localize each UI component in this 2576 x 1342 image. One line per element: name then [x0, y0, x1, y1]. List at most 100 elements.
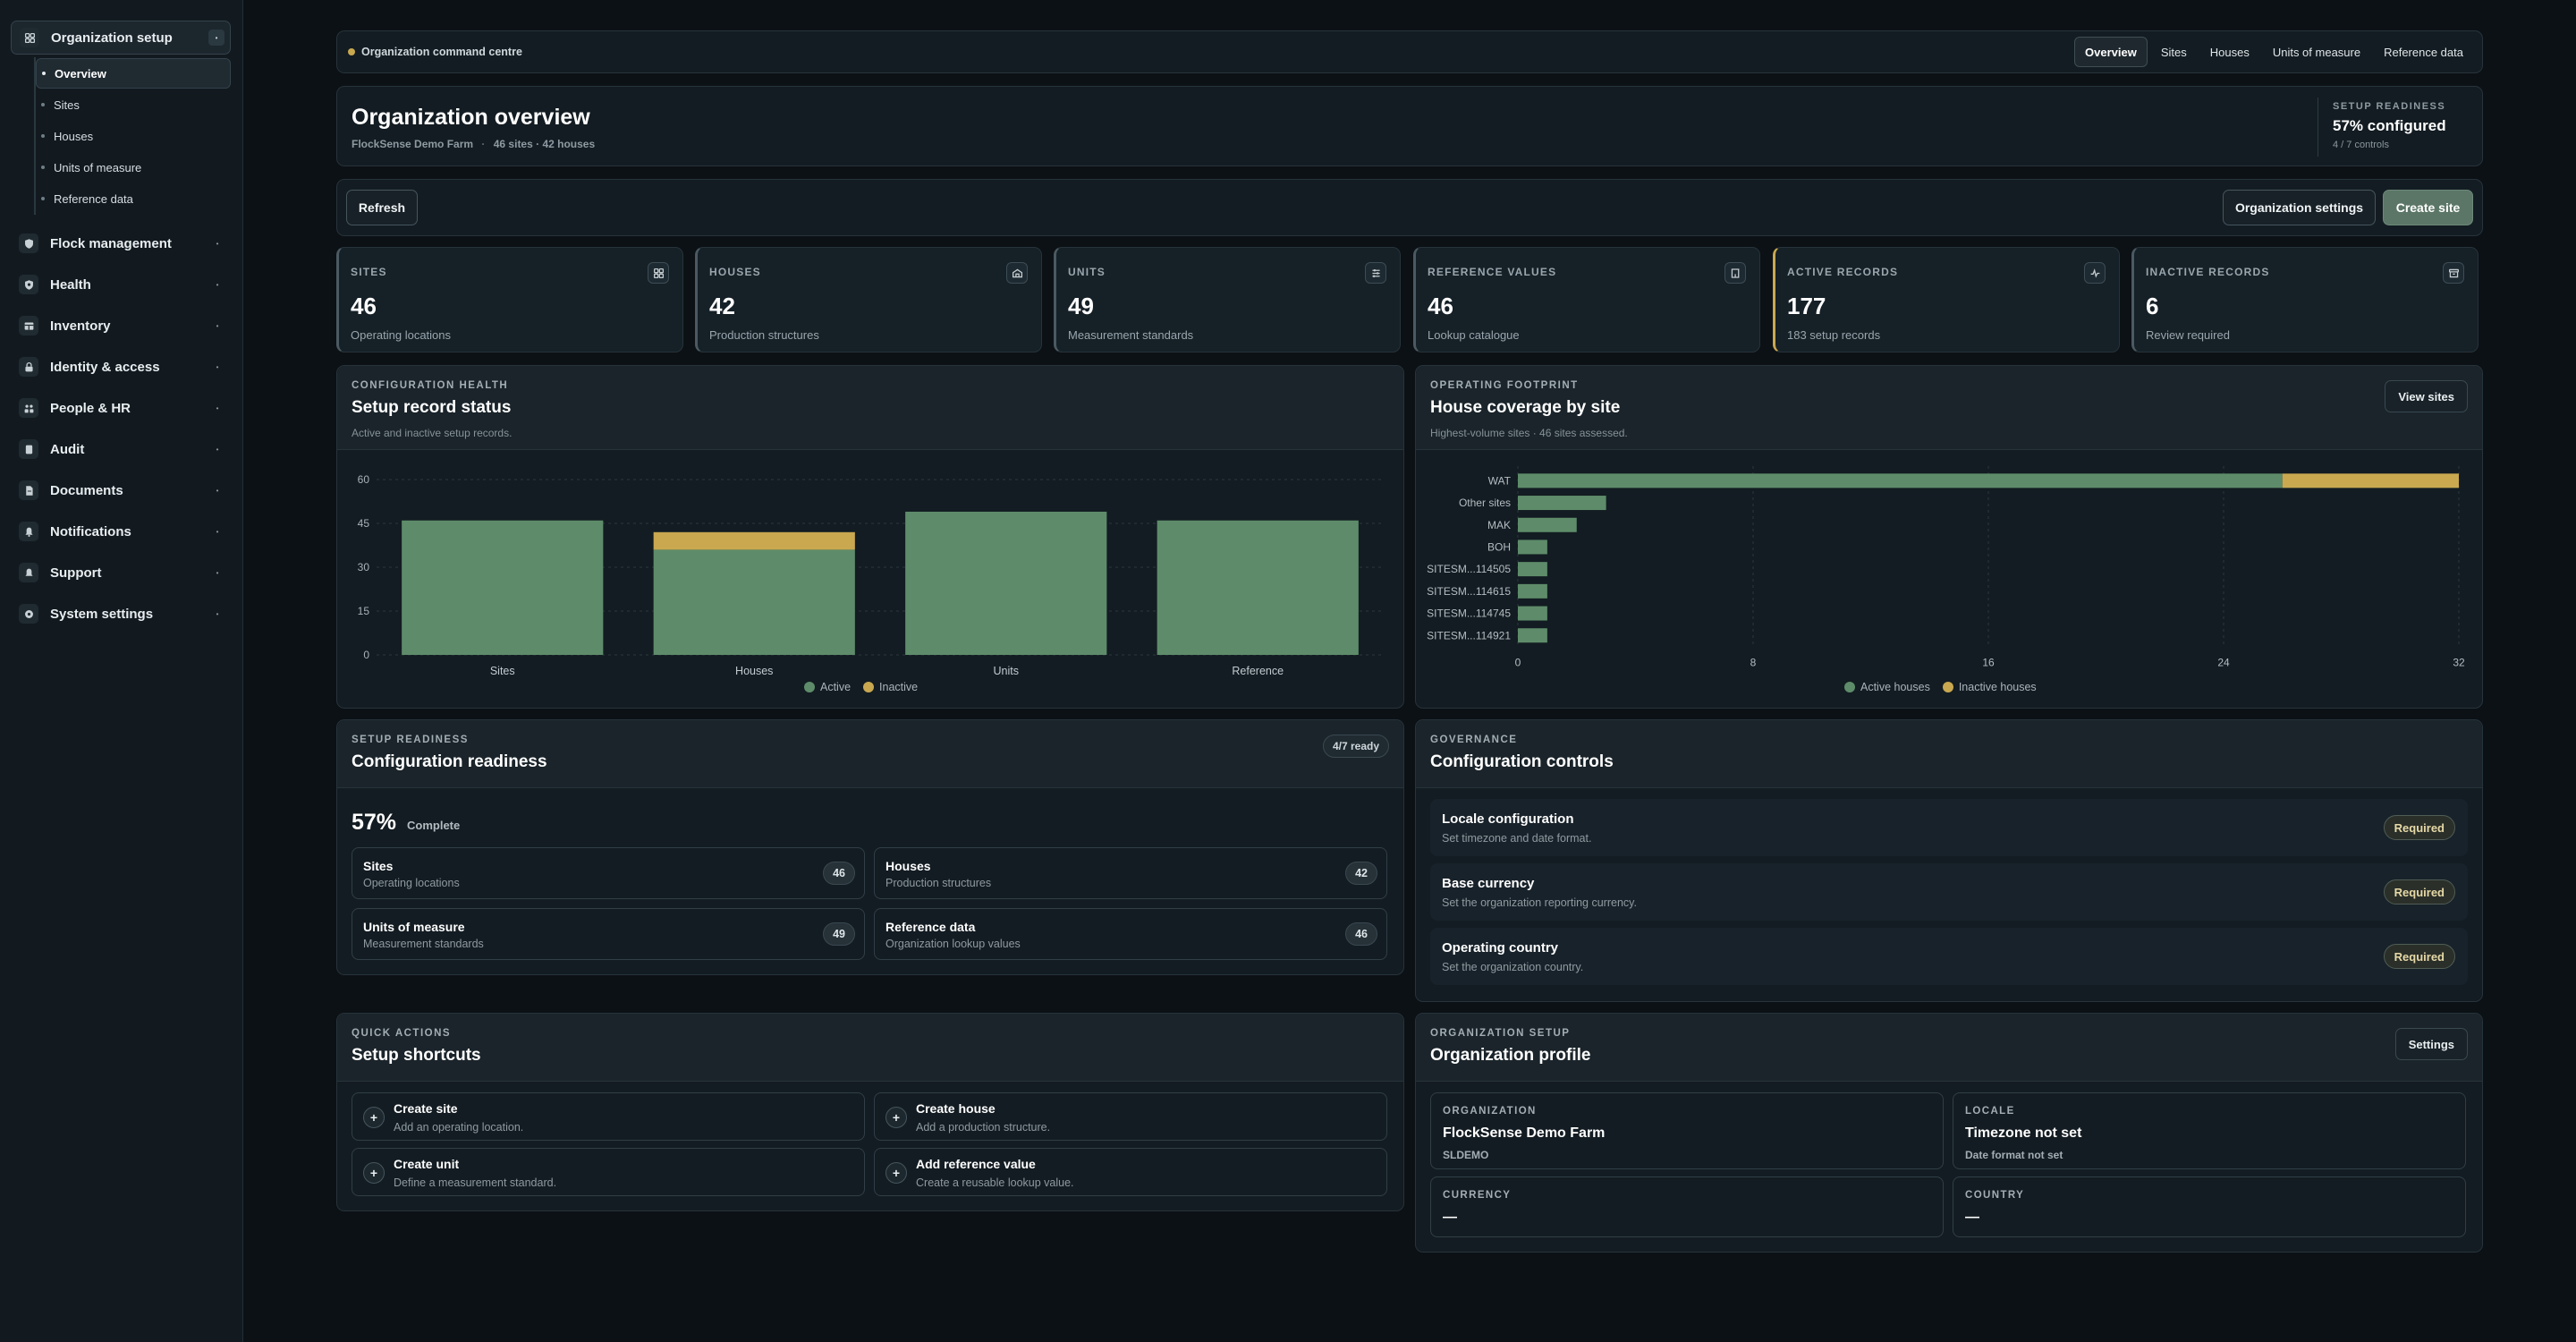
tab-overview[interactable]: Overview — [2074, 37, 2148, 67]
panel-header: CONFIGURATION HEALTH Setup record status… — [337, 366, 1403, 450]
sidebar-group-notifications[interactable]: Notifications • — [11, 514, 231, 548]
sidebar-subitem-label: Units of measure — [54, 160, 142, 174]
sidebar-group-inventory[interactable]: Inventory • — [11, 309, 231, 343]
control-title: Locale configuration — [1442, 811, 1574, 827]
gear-icon — [19, 604, 38, 624]
sidebar-group-documents[interactable]: Documents • — [11, 473, 231, 507]
sidebar-subitem-sites[interactable]: Sites — [36, 89, 231, 120]
required-badge: Required — [2383, 879, 2455, 905]
sidebar-group-audit[interactable]: Audit • — [11, 432, 231, 466]
shortcut-subtitle: Define a measurement standard. — [394, 1176, 557, 1189]
currency-value: — — [1443, 1210, 1457, 1225]
sidebar-group-flock-management[interactable]: Flock management • — [11, 226, 231, 260]
grid-icon — [648, 262, 669, 284]
sidebar-subitem-houses[interactable]: Houses — [36, 121, 231, 151]
readiness-item-count: 46 — [1345, 922, 1377, 946]
sidebar-subitem-label: Sites — [54, 98, 80, 112]
y-tick-label: 60 — [358, 473, 370, 486]
bar-other-sites-active — [1518, 496, 1606, 511]
expand-icon[interactable]: • — [216, 321, 219, 330]
tab-houses[interactable]: Houses — [2209, 45, 2250, 59]
expand-icon[interactable]: • — [216, 609, 219, 618]
sidebar-subitem-overview[interactable]: Overview — [36, 58, 231, 89]
shortcut-title: Create unit — [394, 1157, 460, 1171]
readiness-value: 57% configured — [2333, 117, 2446, 134]
readiness-item-units-of-measure[interactable]: Units of measure Measurement standards 49 — [352, 908, 865, 960]
y-tick-label: WAT — [1488, 474, 1512, 487]
sidebar-subitem-label: Houses — [54, 129, 94, 143]
configuration-controls-panel: GOVERNANCE Configuration controls Locale… — [1415, 719, 2483, 1002]
setup-record-status-chart: 0 15 30 45 60 Sites Houses Units Reference — [358, 473, 1384, 677]
readiness-item-subtitle: Production structures — [886, 877, 992, 889]
organization-value: FlockSense Demo Farm — [1443, 1125, 1606, 1141]
sliders-icon — [1365, 262, 1386, 284]
y-tick-label: SITESM...114505 — [1427, 563, 1511, 575]
tab-sites[interactable]: Sites — [2160, 45, 2187, 59]
shortcut-create-house[interactable]: + Create house Add a production structure. — [874, 1092, 1387, 1141]
bar-reference-active — [1157, 520, 1359, 655]
shortcut-add-reference-value[interactable]: + Add reference value Create a reusable lo… — [874, 1148, 1387, 1196]
legend-swatch-inactive — [1942, 682, 1953, 692]
sidebar-subitem-units-of-measure[interactable]: Units of measure — [36, 152, 231, 183]
tab-units-of-measure[interactable]: Units of measure — [2272, 45, 2361, 59]
sidebar-group-health[interactable]: Health • — [11, 268, 231, 302]
expand-icon[interactable]: • — [216, 280, 219, 289]
sidebar-group-label: Identity & access — [50, 359, 160, 375]
stat-card-active-records: ACTIVE RECORDS 177 183 setup records — [1773, 247, 2120, 352]
sidebar-group-organization-setup[interactable]: Organization setup • — [11, 21, 231, 55]
sidebar-group-support[interactable]: Support • — [11, 556, 231, 590]
profile-settings-button[interactable]: Settings — [2394, 1028, 2468, 1060]
document-icon — [19, 480, 38, 500]
control-row-base-currency[interactable]: Base currency Set the organization report… — [1430, 863, 2468, 921]
stat-value: 6 — [2146, 293, 2159, 319]
locale-label: LOCALE — [1965, 1106, 2015, 1117]
readiness-item-houses[interactable]: Houses Production structures 42 — [874, 847, 1387, 899]
y-tick-label: SITESM...114921 — [1427, 629, 1511, 641]
refresh-button[interactable]: Refresh — [346, 190, 418, 225]
stat-label: HOUSES — [709, 266, 761, 278]
view-sites-button[interactable]: View sites — [2385, 380, 2468, 412]
expand-icon[interactable]: • — [216, 362, 219, 371]
house-icon — [1006, 262, 1028, 284]
organization-settings-button[interactable]: Organization settings — [2223, 190, 2376, 225]
shortcut-create-unit[interactable]: + Create unit Define a measurement standar… — [352, 1148, 865, 1196]
x-tick-label: Units — [994, 665, 1019, 677]
readiness-item-sites[interactable]: Sites Operating locations 46 — [352, 847, 865, 899]
panel-title: Organization profile — [1430, 1046, 1591, 1065]
sidebar-subitem-label: Reference data — [54, 191, 133, 206]
stat-card-units: UNITS 49 Measurement standards — [1054, 247, 1401, 352]
stat-subtitle: 183 setup records — [1787, 328, 1881, 342]
create-site-button[interactable]: Create site — [2383, 190, 2473, 225]
expand-icon[interactable]: • — [216, 527, 219, 536]
bar-sites-active — [402, 520, 604, 655]
expand-icon[interactable]: • — [216, 239, 219, 248]
house-coverage-panel: OPERATING FOOTPRINT House coverage by si… — [1415, 365, 2483, 709]
expand-icon[interactable]: • — [216, 403, 219, 412]
legend-inactive: Inactive — [863, 681, 918, 693]
sidebar-subitem-reference-data[interactable]: Reference data — [36, 183, 231, 214]
sidebar-group-identity-access[interactable]: Identity & access • — [11, 350, 231, 384]
sidebar-group-people-hr[interactable]: People & HR • — [11, 391, 231, 425]
bar-sitesm-114921-active — [1518, 628, 1547, 643]
collapse-icon[interactable]: • — [208, 30, 225, 46]
expand-icon[interactable]: • — [216, 486, 219, 495]
expand-icon[interactable]: • — [216, 568, 219, 577]
y-tick-label: 30 — [358, 561, 370, 573]
expand-icon[interactable]: • — [216, 445, 219, 454]
control-row-operating-country[interactable]: Operating country Set the organization co… — [1430, 928, 2468, 985]
org-name: FlockSense Demo Farm — [352, 138, 474, 150]
bullet-icon — [41, 197, 45, 200]
tab-reference-data[interactable]: Reference data — [2384, 45, 2463, 59]
readiness-item-subtitle: Organization lookup values — [886, 938, 1021, 950]
stat-card-inactive-records: INACTIVE RECORDS 6 Review required — [2131, 247, 2479, 352]
readiness-item-reference-data[interactable]: Reference data Organization lookup values… — [874, 908, 1387, 960]
shortcut-create-site[interactable]: + Create site Add an operating location. — [352, 1092, 865, 1141]
panel-header: ORGANIZATION SETUP Organization profile — [1416, 1014, 2482, 1082]
control-row-locale-configuration[interactable]: Locale configuration Set timezone and dat… — [1430, 799, 2468, 856]
sidebar-group-system-settings[interactable]: System settings • — [11, 597, 231, 631]
panel-eyebrow: CONFIGURATION HEALTH — [352, 380, 509, 391]
bullet-icon — [42, 72, 46, 75]
locale-card: LOCALE Timezone not set Date format not … — [1953, 1092, 2466, 1169]
sidebar-group-label: Health — [50, 276, 91, 293]
y-tick-label: Other sites — [1459, 497, 1511, 509]
